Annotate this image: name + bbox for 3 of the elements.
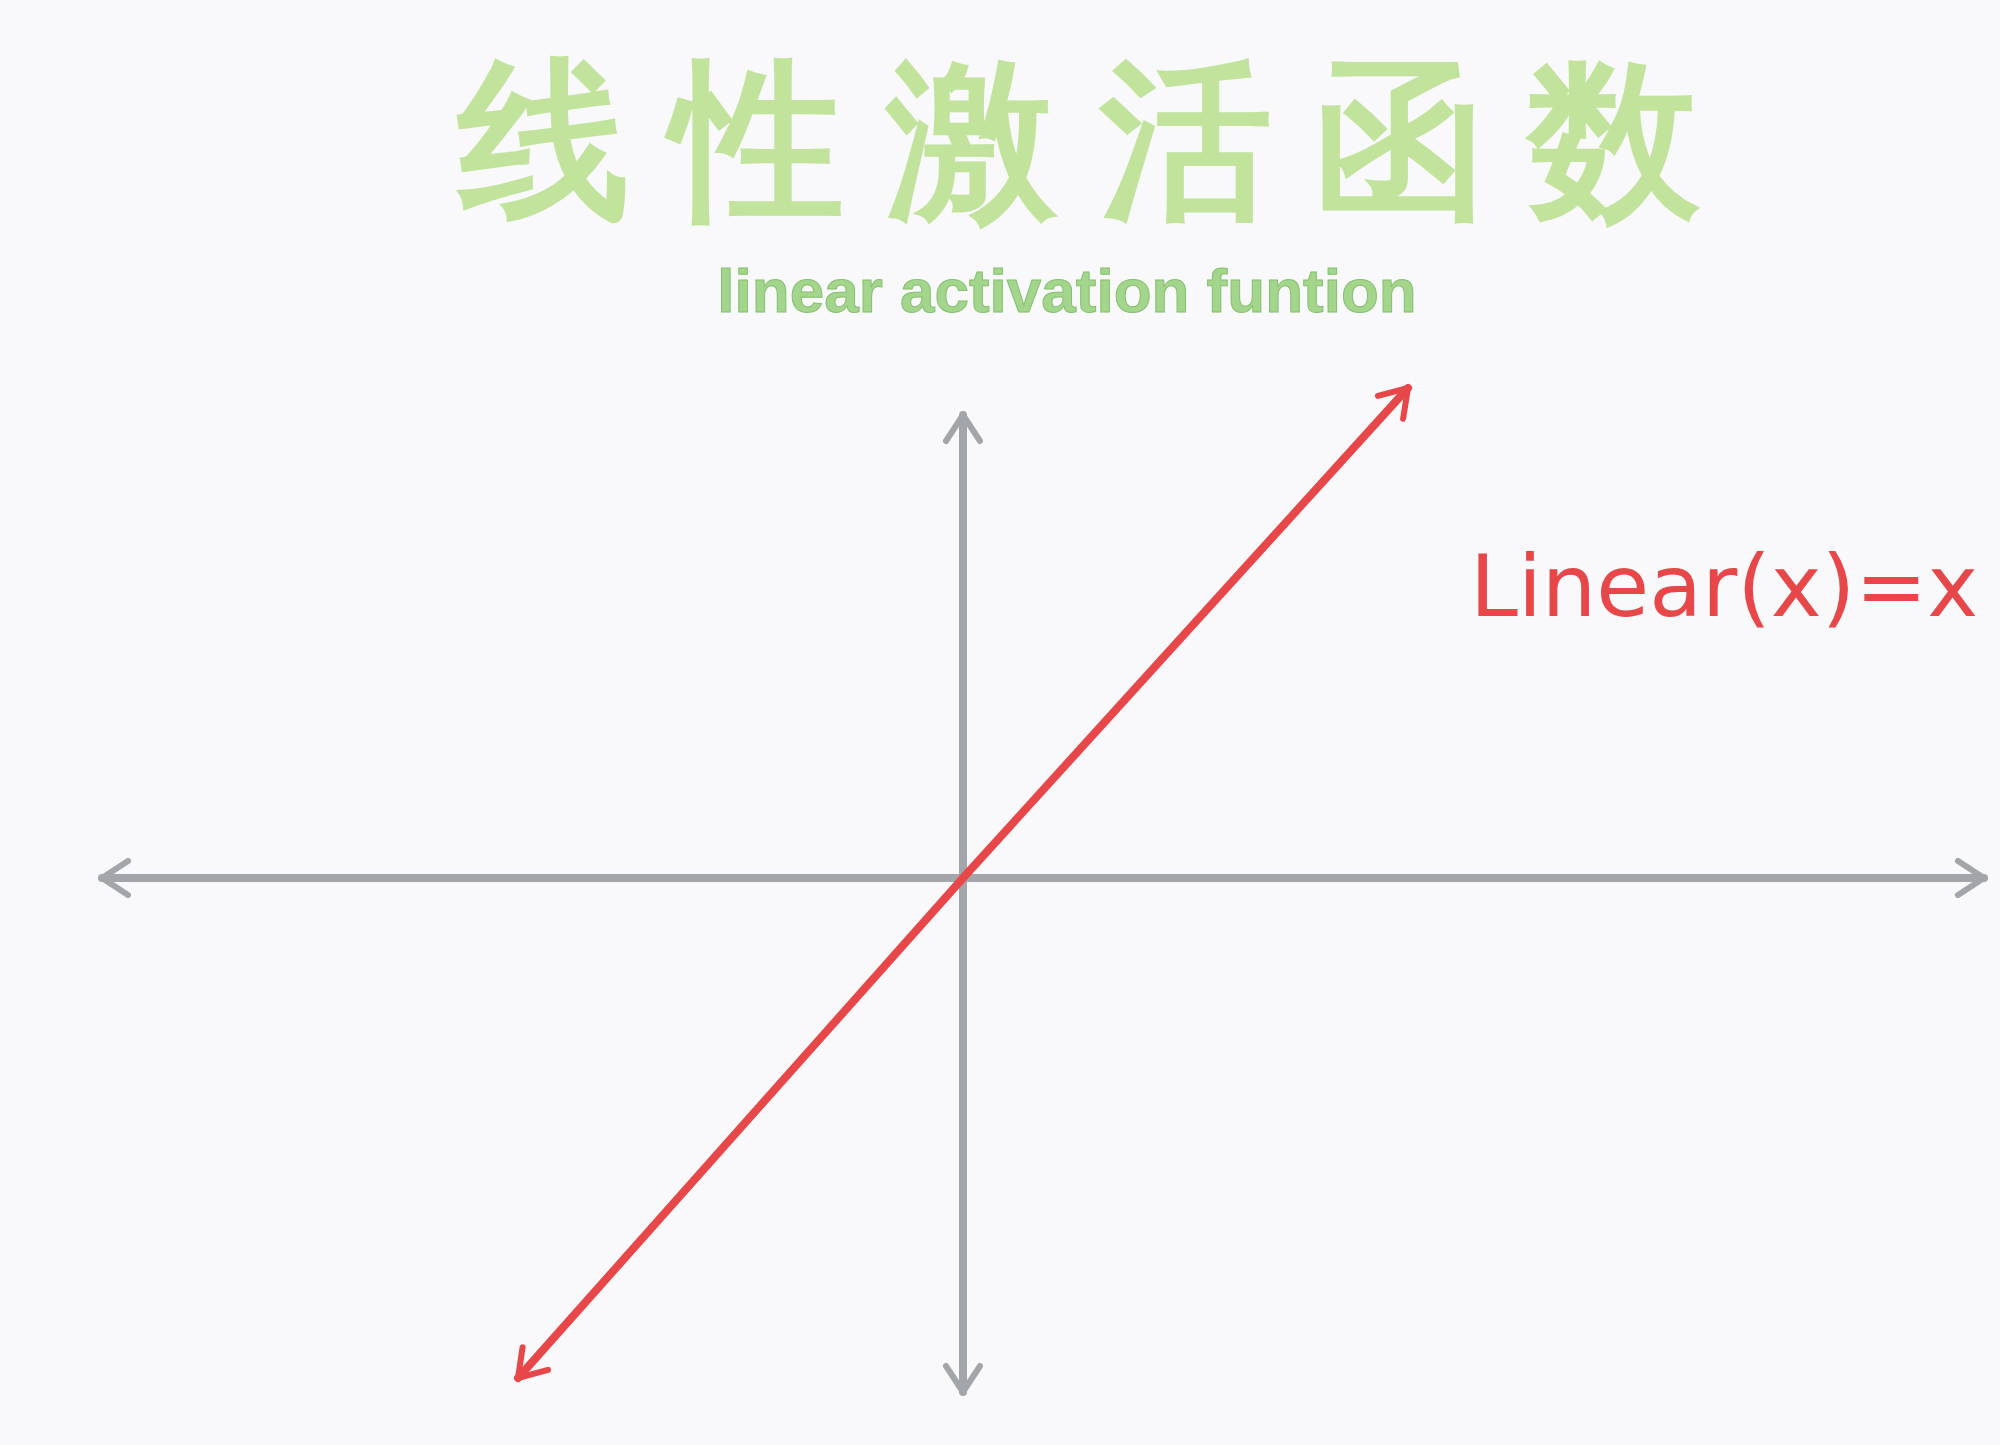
- series-label: Linear(x)=x: [1470, 536, 1979, 636]
- chart-subtitle: linear activation funtion: [717, 256, 1417, 325]
- chart-title: 线性激活函数: [455, 40, 1742, 241]
